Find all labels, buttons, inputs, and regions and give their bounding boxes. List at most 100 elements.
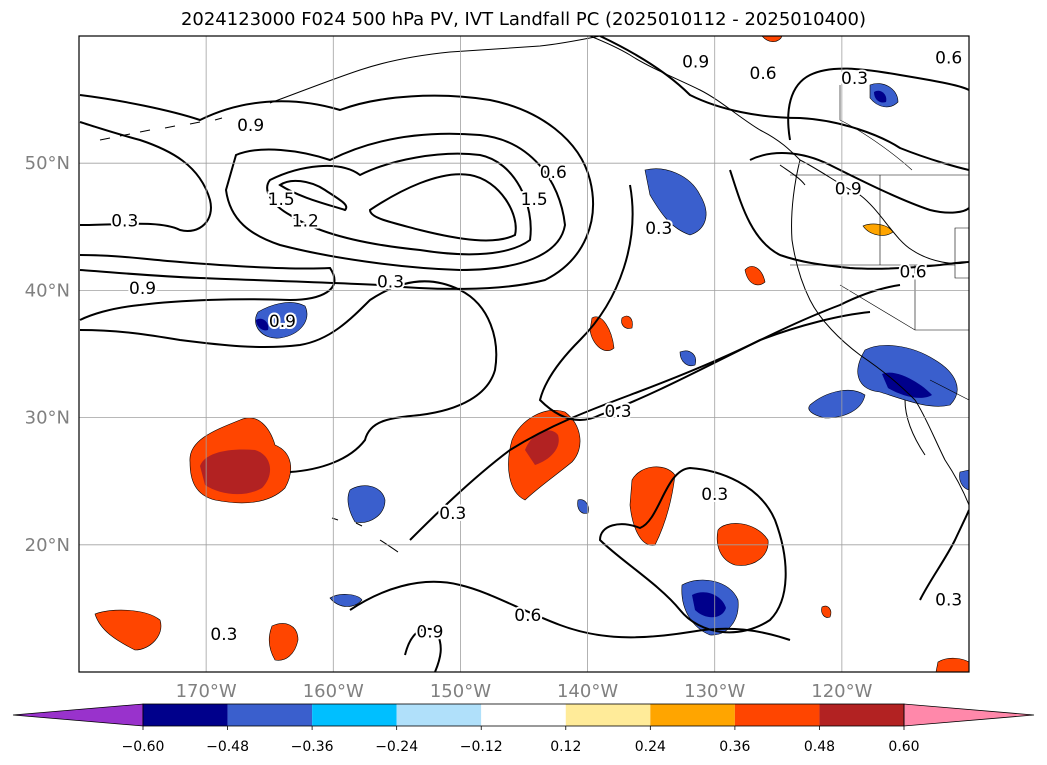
lon-tick-label: 150°W — [430, 681, 491, 702]
colorbar-extend-low — [12, 703, 144, 727]
colorbar-extend-high — [903, 703, 1035, 727]
contour-label: 0.6 — [935, 49, 962, 69]
contour-label: 0.9 — [129, 279, 156, 299]
alaska-coastline — [269, 36, 601, 104]
contour-1.2 — [266, 152, 532, 256]
contour-0.3-south — [409, 311, 871, 541]
contour-0.6-mid — [729, 169, 969, 270]
us-mexico-border — [929, 379, 969, 401]
contour-label: 0.9 — [237, 116, 264, 136]
contour-label: 0.6 — [514, 606, 541, 626]
hawaiian-islands — [331, 517, 399, 553]
political-borders — [790, 85, 969, 401]
contour-label: 1.2 — [292, 211, 319, 231]
contour-1.5 — [368, 173, 517, 242]
coastlines — [99, 36, 969, 553]
colorbar-tick-label: −0.12 — [460, 739, 503, 755]
positive-ivt-core — [525, 430, 559, 465]
contour-0.3-upper — [787, 67, 969, 141]
contour-label: 0.3 — [111, 211, 138, 231]
contour-label: 0.6 — [900, 262, 927, 282]
state-border — [839, 284, 969, 331]
colorbar-outline — [142, 703, 905, 727]
positive-ivt-blob — [821, 605, 832, 618]
contour-0.6 — [79, 94, 594, 290]
colorbar-tick-label: 0.60 — [888, 739, 919, 755]
contour-0.6-upper — [599, 36, 969, 171]
positive-ivt-blob — [94, 609, 162, 651]
lon-tick-label: 140°W — [557, 681, 618, 702]
contour-0.3-loop — [598, 466, 787, 634]
positive-ivt-core — [200, 449, 271, 495]
contour-0.9-upper — [749, 152, 969, 214]
contour-0.3 — [79, 280, 498, 473]
state-border — [954, 227, 969, 279]
negative-ivt-blob — [679, 350, 696, 367]
contour-1.5 — [278, 179, 348, 212]
negative-ivt-blob — [808, 390, 866, 419]
aleutian-islands — [99, 117, 223, 141]
colorbar-tick-label: 0.24 — [635, 739, 666, 755]
contour-label: 0.3 — [701, 485, 728, 505]
colorbar: −0.60 −0.48 −0.36 −0.24 −0.12 0.12 0.24 0.36 0.4… — [12, 703, 1035, 755]
lat-tick-label: 20°N — [25, 535, 70, 556]
negative-ivt-core — [692, 592, 726, 618]
contour-label: 0.3 — [605, 402, 632, 422]
lat-tick-label: 40°N — [25, 280, 70, 301]
contour-label: 0.3 — [439, 504, 466, 524]
negative-ivt-blob — [255, 302, 308, 339]
baja-coastline — [904, 399, 926, 456]
colorbar-tick-label: −0.24 — [375, 739, 418, 755]
positive-ivt-blob — [269, 623, 299, 661]
colorbar-tick-label: 0.12 — [550, 739, 581, 755]
contour-label: 1.5 — [268, 190, 295, 210]
lat-tick-labels: 20°N 30°N 40°N 50°N — [25, 153, 70, 556]
negative-ivt-core — [256, 318, 269, 331]
map-title: 2024123000 F024 500 hPa PV, IVT Landfall… — [180, 9, 867, 30]
colorbar-tick-label: 0.36 — [719, 739, 750, 755]
colorbar-segment — [481, 704, 566, 726]
negative-ivt-core — [882, 372, 932, 398]
contour-label: 0.3 — [645, 219, 672, 239]
lon-tick-label: 130°W — [684, 681, 745, 702]
lat-tick-label: 50°N — [25, 153, 70, 174]
colorbar-tick-label: −0.36 — [291, 739, 334, 755]
plot-frame — [78, 35, 970, 673]
lon-tick-label: 120°W — [811, 681, 872, 702]
colorbar-segment — [227, 704, 313, 726]
positive-ivt-blob — [935, 657, 969, 672]
lon-tick-labels: 170°W 160°W 150°W 140°W 130°W 120°W — [176, 681, 873, 702]
negative-ivt-blob — [577, 499, 589, 514]
negative-ivt-blob — [959, 469, 969, 491]
colorbar-segment — [734, 704, 820, 726]
contour-label: 0.9 — [269, 312, 296, 332]
lat-tick-label: 30°N — [25, 408, 70, 429]
contour-label: 0.3 — [377, 272, 404, 292]
contour-label: 0.3 — [935, 590, 962, 610]
contour-label: 1.5 — [521, 190, 548, 210]
contour-label: 0.3 — [841, 69, 868, 89]
contour-0.6-south — [349, 580, 791, 641]
contour-label: 0.3 — [210, 625, 237, 645]
contour-label: 0.6 — [750, 64, 777, 84]
colorbar-segment — [819, 704, 904, 726]
colorbar-segment — [650, 704, 735, 726]
positive-ivt-blob — [744, 266, 766, 286]
colorbar-segment — [396, 704, 482, 726]
pv-contours — [79, 36, 969, 672]
contour-0.3-se — [919, 509, 969, 601]
contour-0.9-south — [404, 627, 442, 672]
california-coastline — [791, 159, 969, 506]
negative-ivt-blob — [857, 345, 958, 407]
colorbar-segment — [143, 704, 228, 726]
negative-ivt-blob — [644, 168, 707, 236]
positive-ivt-blob — [761, 36, 783, 42]
colorbar-segment — [565, 704, 651, 726]
colorbar-tick-label: 0.48 — [804, 739, 835, 755]
contour-0.9 — [224, 132, 567, 272]
ivt-shading — [94, 36, 969, 672]
negative-ivt-core — [874, 90, 887, 103]
lon-tick-label: 170°W — [176, 681, 237, 702]
contour-label: 0.9 — [416, 622, 443, 642]
